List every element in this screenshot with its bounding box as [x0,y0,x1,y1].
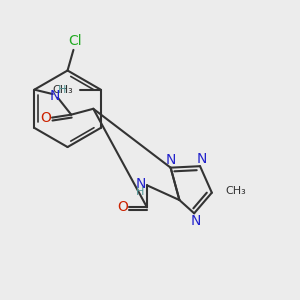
Text: H: H [136,187,144,197]
Text: H: H [58,85,67,94]
Text: O: O [117,200,128,214]
Text: Cl: Cl [68,34,82,48]
Text: O: O [41,111,52,124]
Text: N: N [190,214,201,228]
Text: CH₃: CH₃ [52,85,73,94]
Text: N: N [196,152,207,166]
Text: N: N [166,153,176,167]
Text: N: N [135,177,146,191]
Text: N: N [50,88,60,103]
Text: CH₃: CH₃ [225,186,246,196]
